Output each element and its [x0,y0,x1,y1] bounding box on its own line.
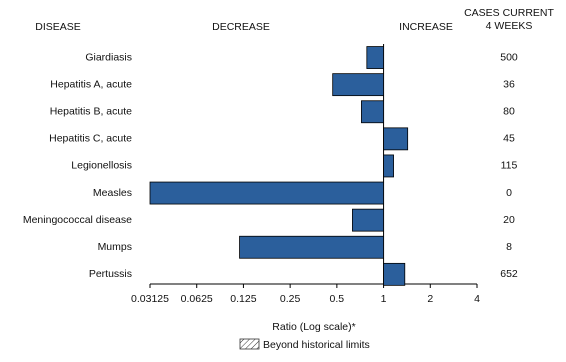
bar [239,235,384,259]
x-axis-label: Ratio (Log scale)* [272,321,355,333]
header-cases: CASES CURRENT [464,7,554,19]
cases-value: 20 [503,214,515,226]
x-tick-label: 2 [427,293,433,305]
category-label: Measles [93,187,132,199]
category-label: Pertussis [89,268,132,280]
bar [383,262,406,286]
cases-value: 36 [503,78,515,90]
cases-value: 80 [503,106,515,118]
bar [352,208,384,232]
x-tick-label: 0.5 [330,293,345,305]
legend-label: Beyond historical limits [263,339,370,351]
category-label: Hepatitis A, acute [50,78,132,90]
header-increase: INCREASE [399,21,453,33]
cases-value: 45 [503,133,515,145]
category-label: Meningococcal disease [23,214,132,226]
header-cases: 4 WEEKS [486,20,533,32]
category-label: Giardiasis [85,51,132,63]
x-tick-label: 0.25 [280,293,301,305]
category-label: Hepatitis C, acute [49,133,132,145]
x-tick-label: 0.125 [230,293,256,305]
header-decrease: DECREASE [212,21,270,33]
bar [383,127,409,151]
x-tick-label: 4 [474,293,480,305]
cases-value: 115 [501,160,518,172]
bar [366,46,384,69]
x-tick-label: 0.0625 [181,293,213,305]
legend-swatch [239,338,260,350]
bar [332,73,384,97]
bar [383,154,394,178]
x-tick-label: 0.03125 [131,293,169,305]
cases-value: 0 [506,187,512,199]
x-tick-label: 1 [381,293,387,305]
category-label: Mumps [98,241,132,253]
bar [149,181,384,205]
category-label: Hepatitis B, acute [50,106,132,118]
cases-value: 8 [506,241,512,253]
cases-value: 652 [500,268,518,280]
cases-value: 500 [500,51,518,63]
bar [361,100,384,124]
header-disease: DISEASE [35,21,81,33]
category-label: Legionellosis [71,160,132,172]
